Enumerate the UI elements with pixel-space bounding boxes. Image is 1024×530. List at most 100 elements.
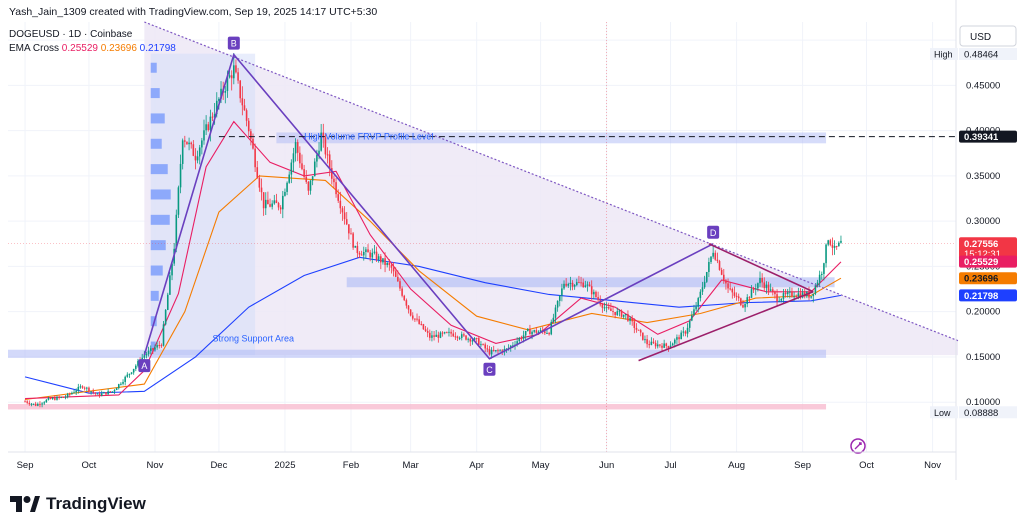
candle-body — [107, 391, 109, 395]
candle-body — [595, 291, 597, 298]
pennant-lower-line — [638, 291, 814, 362]
candle-body — [774, 291, 776, 295]
triangle-upper-line — [144, 21, 959, 342]
candle-body — [793, 296, 795, 298]
candle-body — [213, 114, 216, 118]
candle-body — [358, 253, 361, 255]
candle-body — [331, 168, 333, 179]
candle-body — [603, 307, 606, 309]
candle-body — [495, 350, 497, 352]
high-volume-zone — [276, 132, 827, 144]
candle-body — [228, 75, 231, 78]
candle-body — [362, 252, 365, 256]
tradingview-logo[interactable]: TradingView — [10, 494, 146, 514]
point-label-badge — [138, 359, 151, 373]
candle-body — [186, 141, 188, 145]
candle-body — [765, 284, 768, 289]
pennant-upper-line — [708, 243, 814, 293]
candle-body — [446, 332, 448, 334]
x-tick-label: Oct — [82, 460, 97, 471]
candle-body — [345, 219, 348, 225]
candle-body — [175, 214, 178, 249]
candle-body — [501, 350, 504, 353]
candle-body — [120, 383, 122, 385]
candle-body — [420, 323, 423, 325]
candle-body — [473, 338, 476, 341]
candle-body — [835, 245, 838, 247]
candle-body — [624, 314, 627, 316]
candle-body — [509, 345, 512, 348]
candle-body — [43, 402, 46, 404]
candle-body — [171, 263, 173, 276]
candle-body — [488, 349, 491, 355]
drawings-layer: A B C D High Volume FRVP Profile Level Strong… — [8, 21, 959, 454]
x-tick-label: Jun — [599, 460, 614, 471]
ema-layer — [24, 120, 842, 401]
candle-body — [262, 192, 265, 209]
candle-body — [612, 311, 614, 313]
candle-body — [586, 284, 589, 286]
range-highlight-box — [150, 53, 256, 356]
point-label-a: A — [141, 361, 147, 371]
candle-body — [490, 349, 493, 355]
candle-body — [256, 167, 259, 178]
created-by-text: Yash_Jain_1309 created with TradingView.… — [9, 6, 378, 18]
candle-body — [224, 90, 227, 93]
candle-body — [352, 233, 354, 248]
candle-body — [448, 331, 450, 333]
candle-body — [761, 277, 763, 283]
candle-body — [729, 288, 731, 290]
candle-body — [550, 321, 553, 335]
candle-body — [384, 258, 386, 265]
candle-body — [397, 276, 399, 282]
candle-body — [235, 65, 237, 73]
candle-body — [279, 207, 282, 210]
candle-body — [203, 130, 205, 141]
ema-slow-tag-box — [959, 289, 1017, 302]
candle-body — [277, 203, 280, 208]
ema-legend[interactable]: EMA Cross 0.25529 0.23696 0.21798 — [9, 43, 176, 54]
candle-body — [41, 403, 43, 405]
candle-body — [810, 296, 812, 298]
candle-body — [288, 174, 291, 183]
x-tick-label: Sep — [17, 460, 34, 471]
candle-body — [720, 269, 723, 275]
candle-body — [209, 116, 212, 131]
candle-body — [450, 331, 452, 334]
candle-body — [258, 177, 261, 188]
mid-zone — [346, 277, 835, 288]
ema-fast-value: 0.25529 — [61, 43, 98, 54]
candle-body — [714, 252, 717, 260]
level-tag-value: 0.39341 — [964, 132, 999, 143]
volume-profile-bar — [150, 240, 166, 251]
high-volume-label: High Volume FRVP Profile Level — [304, 132, 433, 142]
candle-body — [149, 348, 152, 351]
candle-body — [401, 288, 403, 296]
candle-body — [784, 293, 787, 295]
high-value: 0.48464 — [964, 50, 998, 61]
candle-body — [296, 142, 299, 153]
candle-body — [492, 349, 495, 351]
candle-body — [786, 292, 789, 295]
candle-body — [28, 402, 31, 405]
candle-body — [812, 293, 815, 297]
candle-body — [816, 282, 819, 286]
candle-body — [309, 180, 312, 191]
triangle-fill-area — [144, 22, 959, 356]
candle-body — [194, 155, 197, 161]
candle-body — [233, 65, 235, 79]
candle-body — [705, 271, 708, 282]
candle-body — [66, 393, 69, 398]
candle-body — [75, 390, 77, 393]
candle-body — [96, 393, 99, 395]
candle-body — [818, 274, 821, 283]
candle-body — [37, 403, 39, 406]
candle-body — [333, 178, 335, 183]
candle-body — [343, 212, 346, 220]
candle-body — [190, 142, 193, 145]
candle-body — [535, 330, 538, 333]
candle-body — [518, 338, 521, 342]
symbol-line[interactable]: DOGEUSD · 1D · Coinbase — [9, 29, 133, 40]
candle-body — [554, 307, 557, 318]
